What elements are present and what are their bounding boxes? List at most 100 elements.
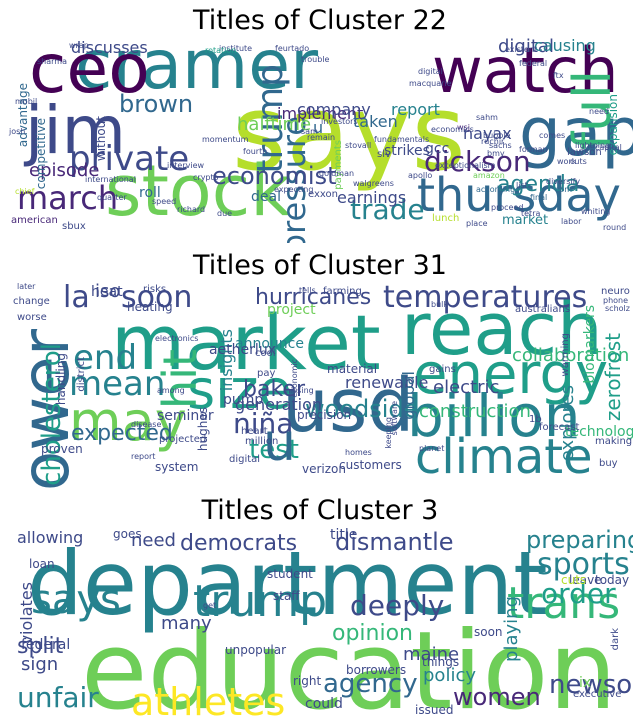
wordcloud-word: comes (539, 131, 566, 140)
wordcloud-word: implement (277, 104, 364, 123)
wordcloud-word: missing (283, 386, 314, 395)
wordcloud-word: preparing (526, 528, 633, 554)
wordcloud-word: work (557, 157, 577, 166)
wordcloud-word: phone (603, 296, 629, 305)
wordcloud-word: keeping (384, 417, 393, 449)
wordcloud-word: bmy (487, 149, 505, 158)
wordcloud-word: says (31, 577, 121, 623)
wordcloud-word: digital (229, 454, 261, 465)
wordcloud-word: rotation (205, 46, 237, 55)
wordcloud-word: final (530, 193, 548, 202)
wordcloud-word: whiting (581, 207, 611, 216)
wordcloud-word: risks (143, 284, 167, 295)
wordcloud-word: speed (152, 197, 177, 206)
wordcloud-word: sahm (476, 113, 498, 122)
wordcloud-word: baker (243, 377, 305, 402)
wordcloud-word: order (541, 577, 616, 610)
wordcloud-word: heart (241, 426, 268, 437)
wordcloud-word: technology (565, 424, 633, 440)
wordcloud-word: department (27, 532, 548, 635)
wordcloud-word: allowing (17, 528, 84, 547)
wordcloud-word: need (131, 530, 176, 551)
wordcloud-word: expecting (274, 185, 314, 194)
wordcloud-word: digital (418, 67, 443, 76)
wordcloud-word: heating (127, 300, 173, 314)
wordcloud-word: proven (41, 442, 83, 456)
panel-title: Titles of Cluster 22 (193, 5, 447, 36)
wordcloud-word: project (267, 302, 316, 318)
wordcloud-word: report (391, 100, 440, 119)
wordcloud-word: wrap (69, 41, 89, 50)
wordcloud-word: million (245, 436, 279, 447)
wordcloud-word: planet (419, 444, 445, 453)
wordcloud-word: get (203, 601, 217, 610)
wordcloud-word: neuro (601, 286, 630, 297)
wordcloud-word: thursday (417, 168, 621, 222)
wordcloud-word: collaboration (512, 345, 630, 366)
wordcloud-word: end (73, 338, 138, 378)
wordcloud-word: slv (377, 149, 391, 160)
wordcloud-word: investors (321, 117, 358, 126)
wordcloud-word: verizon (302, 462, 346, 476)
wordcloud-word: proceed (491, 203, 524, 212)
wordcloud-word: episode (29, 160, 100, 181)
wordcloud-word: trouble (301, 55, 330, 64)
wordcloud-word: feurtado (275, 44, 310, 53)
wordcloud-word: forman (519, 145, 548, 154)
wordcloud-word: biomarkers (582, 305, 598, 384)
wordcloud-word: among (157, 386, 185, 395)
wordcloud-word: generation (235, 395, 323, 414)
wordcloud-word: maine (403, 644, 460, 665)
wordcloud-word: com (555, 185, 573, 194)
wordcloud-word: company (297, 100, 371, 119)
wordcloud-word: seminar (157, 408, 214, 424)
wordcloud-word: sbux (62, 221, 86, 232)
wordcloud-word: walgreens (353, 179, 394, 188)
wordcloud-word: billion (407, 382, 581, 450)
wordcloud-word: according (476, 185, 516, 194)
wordcloud-word: bubble (483, 131, 511, 140)
wordcloud-word: education (81, 609, 617, 722)
wordcloud-word: heat (91, 284, 123, 300)
wordcloud-word: construction (419, 401, 531, 422)
wordcloud-word: federal (519, 59, 548, 68)
wordcloud-word: amazon (473, 171, 505, 180)
wordcloud-word: institute (219, 44, 253, 53)
wordcloud-word: energy (413, 342, 609, 407)
wordcloud: says cramer stock ceo watch jim gap thursday ful… (7, 38, 633, 243)
wordcloud-word: sports (537, 547, 630, 582)
wordcloud-word: making (595, 436, 633, 447)
wordcloud-word: executive (573, 689, 622, 700)
wordcloud-word: lunch (432, 213, 460, 224)
wordcloud-word: australians (515, 304, 571, 315)
wordcloud-word: brown (119, 90, 194, 118)
wordcloud-word: material (327, 362, 378, 376)
wordcloud-word: opinion (332, 621, 413, 646)
wordcloud-word: playing (501, 596, 522, 662)
wordcloud-word: policy (423, 665, 476, 686)
wordcloud-word: things (422, 655, 460, 669)
wordcloud-word: zerofrost (601, 333, 625, 422)
wordcloud-word: usd (282, 363, 415, 449)
wordcloud: market reach usd power energy billion climate s… (7, 283, 633, 488)
wordcloud-word: dark (610, 628, 621, 651)
wordcloud-word: halftime (237, 114, 312, 135)
wordcloud-word: private (69, 139, 190, 179)
wordcloud-word: change (13, 296, 50, 307)
wordcloud-word: pay (257, 368, 276, 379)
wordcloud-word: taken (353, 112, 398, 131)
wordcloud-word: cuts (570, 157, 587, 166)
wordcloud-word: leave (569, 573, 602, 587)
wordcloud-word: aetherlux (209, 342, 276, 358)
wordcloud-word: sign (21, 654, 59, 675)
wordcloud-word: right (293, 674, 322, 688)
wordcloud-word: apollo (408, 171, 433, 180)
wordcloud-word: borrowers (346, 663, 407, 677)
wordcloud-word: stock (105, 150, 291, 232)
wordcloud-word: economist (212, 162, 337, 190)
wordcloud-word: woodside (305, 395, 419, 423)
wordcloud-word: global (399, 371, 418, 420)
wordcloud-word: momentum (202, 135, 249, 144)
wordcloud-word: temperatures (383, 283, 588, 315)
wordcloud-word: sachs (489, 141, 512, 150)
